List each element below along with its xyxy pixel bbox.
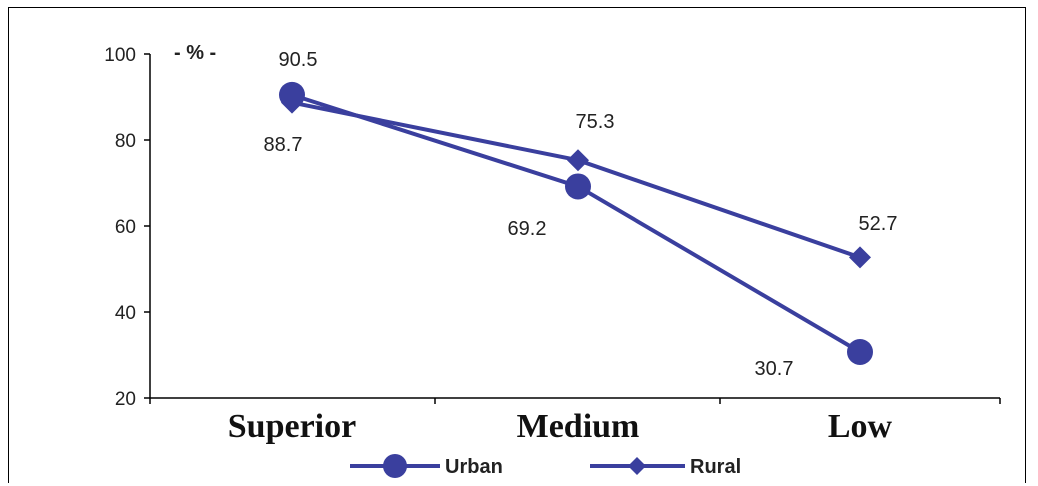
- data-point-rural: [281, 91, 303, 114]
- legend: Urban Rural: [350, 454, 741, 478]
- y-tick-label: 20: [115, 389, 136, 410]
- legend-marker-rural: [628, 457, 646, 475]
- x-axis: Superior Medium Low: [149, 397, 1001, 445]
- y-tick-label: 40: [115, 303, 136, 324]
- data-point-rural: [567, 149, 589, 172]
- chart-frame: [8, 7, 1026, 483]
- y-tick-label: 100: [104, 45, 136, 66]
- data-label-urban: 90.5: [279, 49, 318, 71]
- x-category-label: Medium: [517, 408, 640, 445]
- data-point-urban: [847, 338, 873, 365]
- x-category-label: Superior: [228, 408, 356, 445]
- data-label-urban: 30.7: [755, 358, 794, 380]
- series-markers: [279, 81, 873, 365]
- y-tick-label: 80: [115, 131, 136, 152]
- legend-label-rural: Rural: [690, 456, 741, 478]
- legend-label-urban: Urban: [445, 456, 503, 478]
- data-labels: 90.5 69.2 30.7 88.7 75.3 52.7: [264, 49, 898, 380]
- unit-label: - % -: [174, 42, 216, 64]
- y-axis: 20 40 60 80 100: [104, 45, 151, 410]
- data-point-urban: [565, 173, 591, 200]
- legend-marker-urban: [383, 454, 407, 478]
- data-point-rural: [849, 246, 871, 269]
- x-category-label: Low: [828, 408, 893, 445]
- data-label-rural: 52.7: [859, 213, 898, 235]
- data-label-rural: 88.7: [264, 134, 303, 156]
- series-lines: [291, 92, 862, 354]
- data-label-rural: 75.3: [576, 111, 615, 133]
- data-label-urban: 69.2: [508, 218, 547, 240]
- y-tick-label: 60: [115, 217, 136, 238]
- series-line-urban: [291, 92, 862, 354]
